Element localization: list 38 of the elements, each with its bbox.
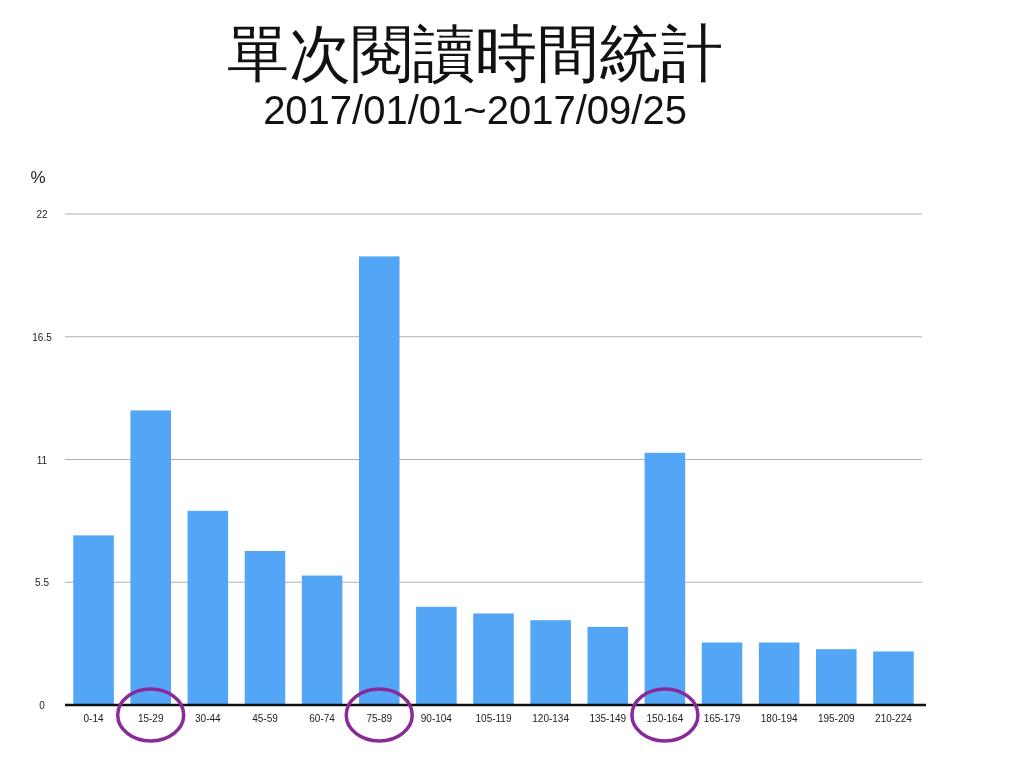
y-tick-label: 5.5 bbox=[35, 577, 50, 589]
x-tick-label: 60-74 bbox=[309, 713, 336, 724]
x-tick-label: 165-179 bbox=[703, 713, 741, 724]
bar bbox=[301, 575, 343, 705]
bar bbox=[130, 410, 171, 705]
bar bbox=[473, 613, 514, 705]
y-tick-label: 0 bbox=[39, 700, 46, 711]
x-tick-label: 75-89 bbox=[366, 713, 393, 724]
y-tick-label: 16.5 bbox=[32, 331, 53, 343]
bar bbox=[701, 642, 743, 705]
x-tick-label: 45-59 bbox=[252, 713, 279, 724]
x-tick-label: 135-149 bbox=[589, 713, 627, 724]
x-tick-label: 90-104 bbox=[420, 713, 453, 724]
bar bbox=[244, 551, 286, 705]
bar bbox=[587, 626, 629, 705]
x-tick-label: 150-164 bbox=[646, 713, 684, 724]
y-tick-label: 11 bbox=[36, 454, 48, 466]
bar bbox=[530, 620, 571, 705]
chart-title: 單次閱讀時間統計 bbox=[227, 19, 723, 88]
bar bbox=[358, 256, 400, 705]
x-tick-label: 120-134 bbox=[532, 713, 570, 724]
bar bbox=[758, 642, 800, 705]
x-tick-label: 105-119 bbox=[475, 713, 512, 724]
bar bbox=[644, 452, 686, 705]
x-tick-label: 15-29 bbox=[137, 713, 164, 724]
bar bbox=[73, 535, 114, 705]
x-tick-label: 195-209 bbox=[817, 713, 856, 724]
bar bbox=[187, 510, 229, 705]
bar bbox=[816, 649, 857, 705]
chart-subtitle: 2017/01/01~2017/09/25 bbox=[263, 88, 687, 132]
bar bbox=[873, 651, 914, 705]
x-tick-label: 0-14 bbox=[83, 713, 105, 724]
y-tick-label: 22 bbox=[36, 209, 48, 220]
x-tick-label: 180-194 bbox=[760, 713, 798, 724]
bar bbox=[416, 606, 457, 705]
x-tick-label: 210-224 bbox=[875, 713, 913, 724]
y-axis-title: % bbox=[30, 168, 46, 187]
x-tick-label: 30-44 bbox=[195, 713, 222, 724]
